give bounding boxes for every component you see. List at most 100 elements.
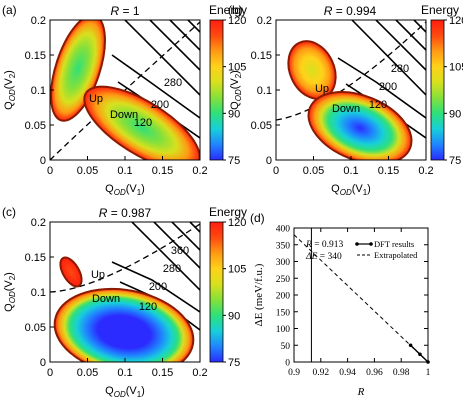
panel-b-colorbar-label: Energy [421,3,459,17]
panel-c-contour-label-360: 360 [171,245,189,257]
panel-c-colorbar-tick-label: 75 [228,357,240,369]
panel-b-y-tick-label: 0.2 [257,15,272,27]
series-dft-point [408,343,413,348]
panel-a-y-tick-label: 0.15 [25,50,46,62]
panel-a-down-label: Down [110,109,138,121]
panel-d-y-tick-label: 100 [276,325,291,335]
panel-c-title: R = 0.987 [99,206,152,220]
panel-b-x-ticks: 0 0.05 0.1 0.15 0.2 [273,156,434,177]
panel-c-down-label: Down [92,293,120,305]
panel-a-title: R = 1 [110,4,139,18]
panel-a-y-ticks: 0 0.05 0.1 0.15 0.2 [25,15,54,167]
panel-b-up-label: Up [315,83,329,95]
panel-b-contour-label-200: 200 [379,81,397,93]
panel-b-xlabel: QOD(V1) [331,183,371,197]
panel-a-colorbar-tick-label: 75 [228,155,240,167]
panel-c-colorbar-label: Energy [209,205,247,219]
panel-c-x-tick-label: 0.1 [117,367,132,379]
panel-a-x-ticks: 0 0.05 0.1 0.15 0.2 [47,156,208,177]
panel-d: (d) 0.9 0.92 0.94 0.96 0.98 1 0 50 100 150 200 250… [250,211,431,398]
panel-d-legend: DFT results Extrapolated [355,239,418,260]
legend-dft-marker-right [369,242,373,246]
panel-a: (a) R = 1 Up Down 280 200 120 0 0.05 0.1 0.… [2,3,247,197]
panel-a-colorbar-label: Energy [209,3,247,17]
panel-d-y-tick-label: 50 [281,342,291,352]
panel-d-annotation-r: R = 0.913 [305,240,344,250]
panel-c-up-region [59,256,83,288]
panel-b-y-tick-label: 0.1 [257,85,272,97]
panel-d-x-tick-label: 0.9 [288,368,300,378]
panel-a-x-tick-label: 0.05 [77,165,98,177]
panel-c-up-label: Up [91,269,105,281]
panel-c-colorbar-tick-label: 105 [228,264,246,276]
panel-b: (b) R = 0.994 Up Down 280 200 120 0 0.05 0… [228,3,463,197]
panel-a-x-tick-label: 0.1 [117,165,132,177]
panel-b-x-tick-label: 0.1 [343,165,358,177]
panel-a-y-tick-label: 0.2 [31,15,46,27]
panel-c-plot-area [50,222,200,362]
panel-a-y-tick-label: 0.1 [31,85,46,97]
panel-c-x-tick-label: 0 [47,367,53,379]
panel-d-y-tick-label: 350 [276,241,291,251]
panel-a-letter: (a) [2,3,17,17]
panel-a-colorbar-ticks: 75 90 105 120 [223,15,246,167]
panel-c-y-tick-label: 0.2 [31,217,46,229]
panel-d-y-tick-label: 200 [276,292,291,302]
panel-d-y-tick-label: 300 [276,258,291,268]
panel-a-contour-label-200: 200 [151,99,169,111]
panel-a-up-region [50,20,106,122]
panel-c-contour-label-120: 120 [139,301,157,313]
panel-b-down-region [307,91,413,160]
panel-c-ylabel: QOD(V2) [3,272,17,312]
panel-d-annotation-de: ΔE = 340 [305,252,342,262]
panel-a-y-tick-label: 0 [40,155,46,167]
panel-b-x-tick-label: 0 [273,165,279,177]
series-extrapolated-line [293,234,429,363]
panel-a-xlabel: QOD(V1) [105,183,145,197]
panel-c-contour-label-200: 200 [149,281,167,293]
panel-d-x-ticks: 0.9 0.92 0.94 0.96 0.98 1 [288,228,431,378]
panel-c-y-tick-label: 0.1 [31,287,46,299]
panel-c-colorbar-tick-label: 120 [228,217,246,229]
panel-d-x-tick-label: 1 [426,368,431,378]
panel-c-dashed-boundary [50,223,200,293]
panel-d-y-tick-label: 150 [276,308,291,318]
panel-b-colorbar-tick-label: 90 [449,108,461,120]
panel-a-colorbar-tick-label: 105 [228,62,246,74]
panel-b-colorbar-ticks: 75 90 105 120 [444,15,463,167]
panel-c-x-tick-label: 0.2 [192,367,207,379]
panel-d-x-tick-label: 0.92 [312,368,329,378]
panel-d-letter: (d) [250,211,265,225]
panel-b-letter: (b) [228,3,243,17]
panel-c-letter: (c) [2,205,16,219]
panel-c-y-ticks: 0 0.05 0.1 0.15 0.2 [25,217,54,369]
panel-b-colorbar-tick-label: 120 [449,15,463,27]
panel-c-x-tick-label: 0.15 [152,367,173,379]
panel-d-y-ticks: 0 50 100 150 200 250 300 350 400 [276,225,428,369]
panel-b-y-ticks: 0 0.05 0.1 0.15 0.2 [251,15,280,167]
panel-b-colorbar [430,19,445,161]
panel-b-ylabel: QOD(V2) [229,70,243,110]
panel-c-y-tick-label: 0.15 [25,252,46,264]
panel-b-x-tick-label: 0.15 [378,165,399,177]
panel-c-colorbar-tick-label: 90 [228,310,240,322]
panel-d-x-tick-label: 0.96 [366,368,383,378]
panel-b-down-label: Down [332,103,360,115]
panel-a-up-label: Up [89,93,103,105]
panel-a-colorbar-tick-label: 120 [228,15,246,27]
legend-dft-marker-left [355,242,359,246]
panel-a-colorbar [209,19,224,161]
panel-d-xlabel: R [357,386,365,398]
legend-extrapolated-label: Extrapolated [374,250,418,260]
series-dft-point [418,352,422,357]
panel-c-colorbar [209,221,224,363]
panel-d-y-tick-label: 400 [276,225,291,235]
panel-a-contour-label-120: 120 [134,117,152,129]
legend-dft-label: DFT results [374,239,414,249]
panel-b-colorbar-tick-label: 105 [449,62,463,74]
panel-a-ylabel: QOD(V2) [3,70,17,110]
panel-b-y-tick-label: 0.05 [251,120,272,132]
panel-a-plot-area [50,20,200,160]
panel-b-contour-label-120: 120 [369,99,387,111]
